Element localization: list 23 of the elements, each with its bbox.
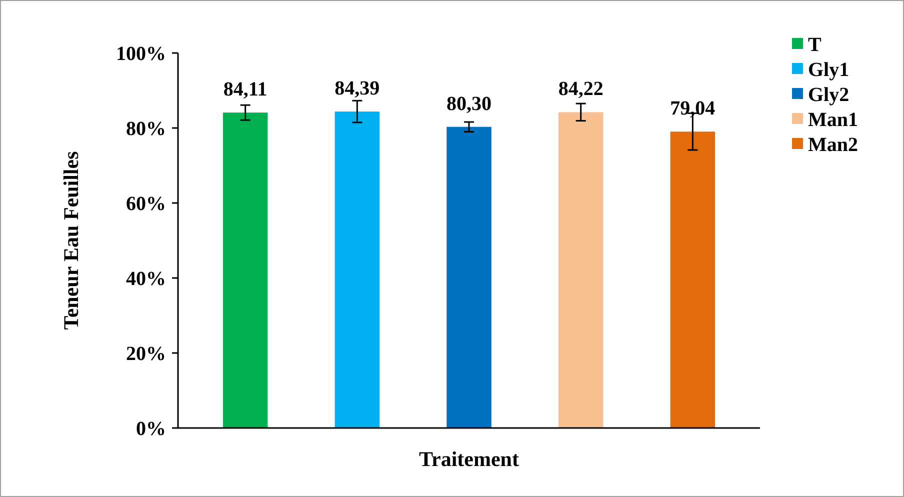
bar [558,112,604,428]
bar [446,126,492,428]
legend-label: Gly1 [808,59,850,81]
data-label: 84,39 [334,78,380,100]
y-tick-label: 20% [126,343,166,365]
legend-label: Man2 [808,134,858,156]
y-tick-label: 80% [126,118,166,140]
data-label: 80,30 [446,92,492,115]
data-label: 79,04 [670,98,716,120]
bar [670,132,716,428]
bar [222,112,268,428]
legend-label: Man1 [808,109,858,131]
data-label: 84,11 [223,78,268,101]
y-tick-label: 40% [126,268,166,290]
legend-label: T [808,34,822,56]
y-tick-label: 60% [126,193,166,215]
legend-label: Gly2 [808,84,850,106]
y-tick-label: 0% [136,418,166,440]
bar [334,112,380,428]
y-axis-title: Teneur Eau Feuilles [59,151,83,330]
y-tick-label: 100% [116,43,166,65]
data-label: 84,22 [558,78,604,100]
x-axis-title: Traitement [419,447,519,471]
